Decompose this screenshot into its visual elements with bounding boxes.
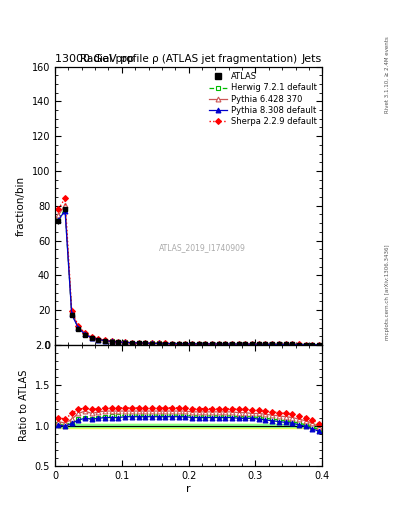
Text: 13000 GeV pp: 13000 GeV pp — [55, 54, 134, 64]
Title: Radial profile ρ (ATLAS jet fragmentation): Radial profile ρ (ATLAS jet fragmentatio… — [80, 54, 297, 65]
X-axis label: r: r — [186, 483, 191, 494]
Text: mcplots.cern.ch [arXiv:1306.3436]: mcplots.cern.ch [arXiv:1306.3436] — [385, 244, 389, 339]
Legend: ATLAS, Herwig 7.2.1 default, Pythia 6.428 370, Pythia 8.308 default, Sherpa 2.2.: ATLAS, Herwig 7.2.1 default, Pythia 6.42… — [207, 71, 318, 127]
Y-axis label: fraction/bin: fraction/bin — [16, 176, 26, 236]
Text: Jets: Jets — [302, 54, 322, 64]
Text: Rivet 3.1.10, ≥ 2.4M events: Rivet 3.1.10, ≥ 2.4M events — [385, 36, 389, 113]
Text: ATLAS_2019_I1740909: ATLAS_2019_I1740909 — [158, 243, 246, 252]
Y-axis label: Ratio to ATLAS: Ratio to ATLAS — [19, 370, 29, 441]
